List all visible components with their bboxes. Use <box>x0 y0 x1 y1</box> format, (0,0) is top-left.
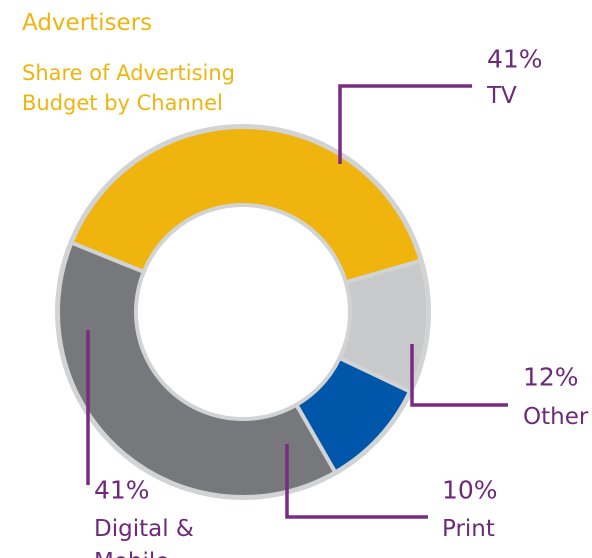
slice-labels: 41% TV 12% Other 10% Print 41% Digital & Mobile <box>94 44 589 558</box>
chart-subtitle: Share of Advertising Budget by Channel <box>22 58 235 118</box>
leader-line-other <box>410 344 508 407</box>
slice-label-name-other: Other <box>523 404 589 430</box>
chart-subtitle-line-2: Budget by Channel <box>22 91 223 115</box>
slice-label-percent-other: 12% <box>523 362 579 391</box>
slice-label-percent-digital-mobile: 41% <box>94 475 150 504</box>
leader-line-print <box>285 444 428 519</box>
slice-label-name-print: Print <box>442 516 495 542</box>
slice-label-name-tv: TV <box>486 83 517 109</box>
chart-subtitle-line-1: Share of Advertising <box>22 61 235 85</box>
slice-label-percent-print: 10% <box>442 475 498 504</box>
leader-lines <box>86 84 508 519</box>
leader-line-tv <box>338 84 472 164</box>
chart-title: Advertisers <box>22 10 153 36</box>
slice-label-name-digital-mobile-2: Mobile <box>94 549 169 558</box>
slice-label-name-digital-mobile-1: Digital & <box>94 516 194 542</box>
slice-label-percent-tv: 41% <box>487 44 543 73</box>
donut-inner-ring <box>134 203 352 421</box>
